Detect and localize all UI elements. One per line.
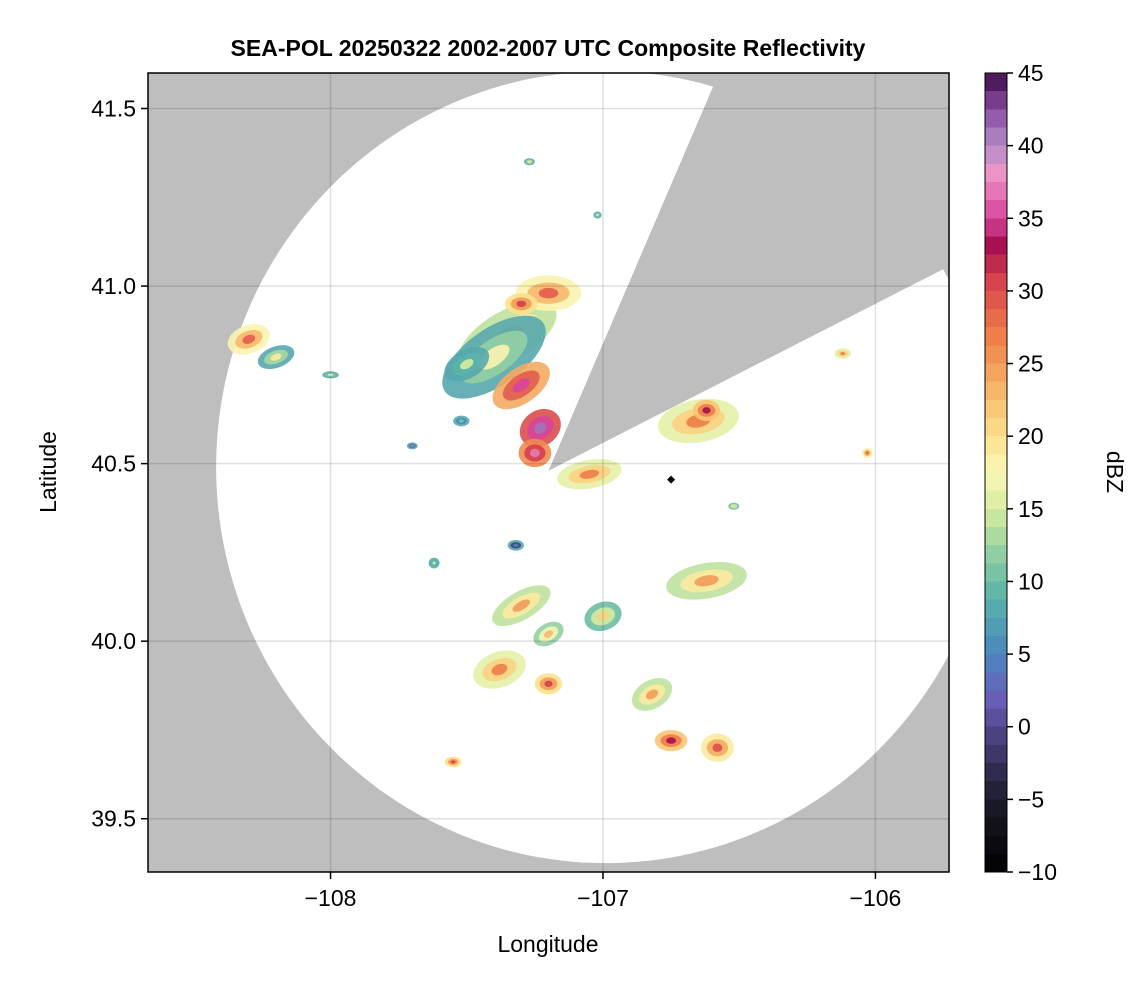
echo-cell — [444, 346, 490, 382]
plot-area — [148, 73, 949, 872]
echo-cell — [406, 442, 418, 450]
echo-cell-core — [579, 469, 600, 479]
echo-cell — [492, 361, 550, 410]
colorbar-bar — [984, 72, 1008, 873]
echo-cell-core — [410, 444, 414, 447]
echo-cell — [492, 585, 551, 627]
colorbar-tick-label: −5 — [1018, 786, 1044, 812]
echo-cell-core — [543, 630, 554, 638]
colorbar-tick-label: 35 — [1018, 205, 1044, 231]
echo-cell — [322, 371, 339, 379]
echo-cell — [834, 348, 851, 359]
echo-cell — [523, 158, 535, 166]
echo-cell — [557, 459, 622, 490]
colorbar-tick-label: 15 — [1018, 496, 1044, 522]
echo-cell-core — [666, 737, 677, 744]
echo-cell-core — [270, 353, 282, 361]
echo-cell-core — [242, 334, 256, 344]
colorbar-tick-label: 45 — [1018, 60, 1044, 86]
plot-frame — [147, 72, 950, 873]
y-tick-label: 41.5 — [91, 96, 136, 122]
echo-cell — [518, 438, 552, 468]
colorbar-tick-label: 0 — [1018, 714, 1031, 740]
echo-cell — [473, 650, 526, 689]
x-axis-label: Longitude — [497, 931, 598, 957]
echo-cell — [453, 415, 470, 427]
colorbar-tick-label: 10 — [1018, 568, 1044, 594]
echo-cell — [533, 621, 564, 647]
echo-cell — [257, 345, 295, 370]
colorbar-tick-label: 30 — [1018, 278, 1044, 304]
echo-cell — [534, 673, 563, 695]
x-tick-label: −107 — [577, 885, 629, 911]
echo-cell — [444, 756, 462, 768]
echo-cell — [227, 324, 270, 355]
echo-cell-core — [513, 543, 519, 547]
echo-cell-core — [458, 419, 464, 423]
echo-cell-core — [712, 743, 723, 752]
diamond-marker — [667, 475, 676, 484]
y-tick-label: 39.5 — [91, 806, 136, 832]
echo-cell-core — [512, 378, 530, 393]
echo-cell-core — [460, 358, 474, 370]
y-tick-label: 41.0 — [91, 273, 136, 299]
echo-cell — [507, 539, 524, 551]
chart-title: SEA-POL 20250322 2002-2007 UTC Composite… — [231, 35, 866, 61]
echo-cell — [861, 447, 873, 459]
echo-cell-core — [516, 300, 527, 308]
x-tick-label: −108 — [305, 885, 357, 911]
echo-cell — [519, 408, 561, 448]
echo-cell-core — [538, 287, 559, 299]
grid-lines — [148, 73, 949, 872]
y-tick-label: 40.5 — [91, 451, 136, 477]
echo-cell — [728, 502, 740, 510]
echo-cell — [584, 601, 622, 632]
y-axis-ticks: 39.5 40.0 40.5 41.0 41.5 — [91, 96, 148, 832]
y-axis-label: Latitude — [35, 431, 61, 513]
echo-cell — [428, 557, 440, 569]
colorbar-tick-label: 40 — [1018, 133, 1044, 159]
x-tick-label: −106 — [850, 885, 902, 911]
echo-cell — [593, 211, 602, 219]
echo-cell-core — [512, 599, 531, 612]
colorbar-tick-label: 5 — [1018, 641, 1031, 667]
echo-cell-core — [840, 351, 846, 356]
echo-cell-core — [527, 160, 532, 163]
x-axis-ticks: −108 −107 −106 — [305, 872, 902, 911]
echo-cell-core — [694, 575, 719, 587]
echo-cell — [631, 678, 673, 711]
echo-cell-core — [865, 451, 869, 455]
echo-cell — [666, 561, 747, 600]
echo-cells — [227, 158, 873, 768]
echo-cell-core — [732, 505, 736, 508]
echo-cell-core — [596, 213, 599, 217]
markers — [667, 475, 676, 484]
echo-cell-core — [529, 448, 540, 458]
echo-cell — [504, 293, 538, 315]
colorbar-tick-label: 20 — [1018, 423, 1044, 449]
echo-cell-core — [328, 373, 333, 376]
echo-cell — [654, 729, 688, 752]
echo-cell — [692, 399, 721, 422]
echo-cell-core — [491, 663, 508, 676]
echo-cell — [701, 733, 734, 762]
colorbar-tick-label: 25 — [1018, 351, 1044, 377]
echo-cell-core — [645, 689, 659, 700]
colorbar-ticks: −10 −5 0 5 10 15 20 25 30 35 40 45 — [1007, 60, 1057, 885]
echo-cell-core — [450, 760, 456, 764]
colorbar: −10 −5 0 5 10 15 20 25 30 35 40 45 dBZ — [984, 60, 1128, 885]
echo-cell-core — [702, 407, 711, 414]
y-tick-label: 40.0 — [91, 628, 136, 654]
echo-cell-core — [544, 680, 553, 687]
echo-cell-core — [432, 561, 436, 565]
echo-cell-core — [534, 422, 547, 434]
echo-cell-core — [597, 611, 609, 621]
colorbar-label: dBZ — [1102, 451, 1128, 493]
colorbar-tick-label: −10 — [1018, 859, 1057, 885]
